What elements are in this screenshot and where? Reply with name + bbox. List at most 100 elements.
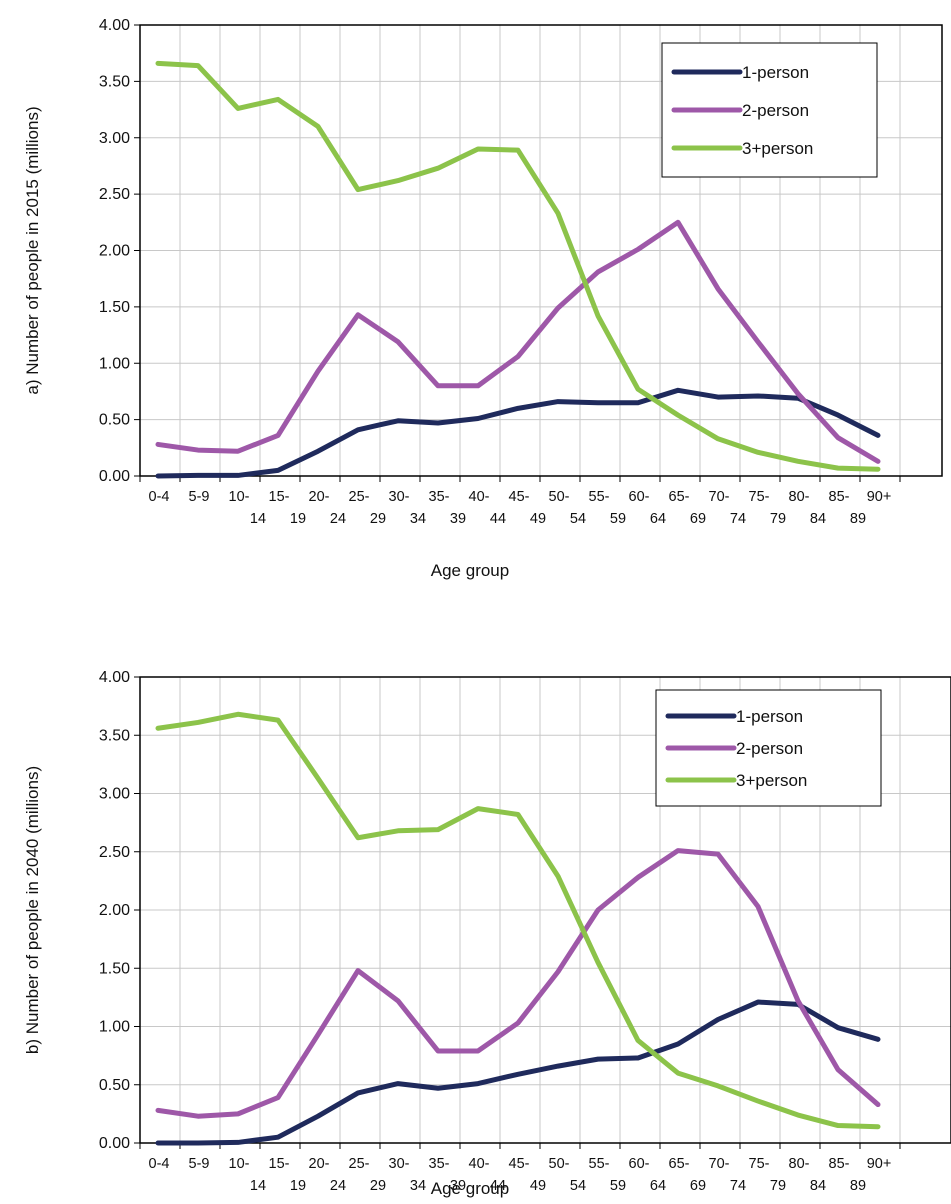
chart-b-x-tick-label-line2: 54: [570, 1178, 586, 1194]
chart-b-y-tick-label: 0.00: [99, 1135, 130, 1152]
chart-a-x-tick-label-line2: 59: [610, 511, 626, 527]
chart-a-x-axis-title: Age group: [431, 561, 509, 580]
chart-b-x-tick-label: 55-: [589, 1156, 610, 1172]
chart-a-series-line-3: [155, 60, 881, 472]
chart-a-x-tick-label: 70-: [709, 489, 730, 505]
chart-b-x-tick-label-line2: 24: [330, 1178, 346, 1194]
chart-a-y-tick-label: 2.50: [99, 186, 130, 203]
chart-b-y-tick-label: 2.50: [99, 844, 130, 861]
chart-a-x-tick-label: 25-: [349, 489, 370, 505]
chart-b-x-tick-label: 50-: [549, 1156, 570, 1172]
chart-a-y-tick-label: 1.00: [99, 355, 130, 372]
chart-a-x-tick-label: 55-: [589, 489, 610, 505]
chart-b-y-tick-label: 1.50: [99, 960, 130, 977]
chart-a-legend-label-3: 3+person: [742, 139, 813, 158]
chart-b-y-tick-label: 3.50: [99, 727, 130, 744]
chart-a-legend: 1-person 2-person 3+person: [661, 42, 878, 178]
chart-b-x-tick-label: 75-: [749, 1156, 770, 1172]
chart-a-x-tick-label: 35-: [429, 489, 450, 505]
chart-b-x-tick-label: 30-: [389, 1156, 410, 1172]
chart-a-x-tick-label-line2: 79: [770, 511, 786, 527]
chart-b-x-tick-label: 15-: [269, 1156, 290, 1172]
chart-a-x-tick-label-line2: 54: [570, 511, 586, 527]
chart-a-x-tick-label: 10-: [229, 489, 250, 505]
chart-a-x-tick-label-line2: 34: [410, 511, 426, 527]
chart-b-x-tick-label: 25-: [349, 1156, 370, 1172]
chart-a-x-tick-label-line2: 19: [290, 511, 306, 527]
chart-b-y-tick-label: 0.50: [99, 1077, 130, 1094]
chart-b-y-tick-label: 2.00: [99, 902, 130, 919]
chart-b-x-tick-label-line2: 74: [730, 1178, 746, 1194]
chart-a-x-tick-label-line2: 24: [330, 511, 346, 527]
chart-a-y-tick-label: 0.50: [99, 412, 130, 429]
chart-a-y-tick-labels: 0.00 0.50 1.00 1.50 2.00 2.50 3.00 3.50 4.00: [99, 17, 130, 485]
chart-a-x-tick-label-line2: 64: [650, 511, 666, 527]
chart-b-x-tick-label: 0-4: [149, 1156, 170, 1172]
chart-b-x-tick-label: 10-: [229, 1156, 250, 1172]
chart-a-x-tick-label-line2: 14: [250, 511, 266, 527]
chart-b-x-tick-label-line2: 49: [530, 1178, 546, 1194]
chart-a-y-axis-title: a) Number of people in 2015 (millions): [23, 106, 42, 394]
chart-b-x-tick-label-line2: 14: [250, 1178, 266, 1194]
chart-b-x-tick-label: 40-: [469, 1156, 490, 1172]
chart-b-x-tick-label-line2: 29: [370, 1178, 386, 1194]
chart-b-x-tick-label: 45-: [509, 1156, 530, 1172]
chart-a-x-tick-label: 50-: [549, 489, 570, 505]
chart-b-plot-area: [139, 676, 951, 1144]
chart-b-x-tick-label-line2: 89: [850, 1178, 866, 1194]
chart-b-legend-label-2: 2-person: [736, 739, 803, 758]
chart-a-y-tick-label: 1.50: [99, 299, 130, 316]
chart-a-y-tick-label: 0.00: [99, 468, 130, 485]
chart-b-legend-label-1: 1-person: [736, 707, 803, 726]
chart-a-x-tick-label: 60-: [629, 489, 650, 505]
chart-a-y-tick-label: 2.00: [99, 243, 130, 260]
chart-b-legend: 1-person 2-person 3+person: [655, 689, 882, 807]
chart-b-x-tick-label-line2: 64: [650, 1178, 666, 1194]
chart-b-x-tick-label: 60-: [629, 1156, 650, 1172]
chart-b-x-tick-label: 70-: [709, 1156, 730, 1172]
chart-b-x-tick-label: 90+: [867, 1156, 892, 1172]
chart-b-series-line-3: [155, 711, 881, 1130]
chart-b-x-tick-label-line2: 44: [490, 1178, 506, 1194]
chart-b-x-tick-labels: 0-4 5-9 10-1415-1920-2425-2930-3435-3940-4…: [149, 1156, 892, 1194]
chart-a-x-tick-label: 85-: [829, 489, 850, 505]
chart-a-series-lines: [155, 60, 881, 479]
chart-a-x-tick-label: 30-: [389, 489, 410, 505]
chart-a-x-tick-label: 40-: [469, 489, 490, 505]
chart-b: 0.00 0.50 1.00 1.50 2.00 2.50 3.00 3.50 4.00 0-4…: [23, 669, 951, 1198]
chart-b-x-axis-title: Age group: [431, 1179, 509, 1198]
chart-a-y-tick-label: 3.00: [99, 130, 130, 147]
chart-b-x-tick-label-line2: 34: [410, 1178, 426, 1194]
chart-a-x-tick-label: 20-: [309, 489, 330, 505]
chart-a-series-line-2: [155, 219, 881, 464]
chart-b-y-tick-label: 1.00: [99, 1019, 130, 1036]
chart-a-x-tick-label-line2: 84: [810, 511, 826, 527]
chart-b-x-tick-label-line2: 69: [690, 1178, 706, 1194]
chart-a-plot-area: [139, 24, 943, 477]
chart-a-gridlines: [134, 24, 942, 482]
chart-b-x-tick-label-line2: 39: [450, 1178, 466, 1194]
chart-a-x-tick-label: 5-9: [189, 489, 210, 505]
chart-b-x-tick-label-line2: 84: [810, 1178, 826, 1194]
chart-a-x-tick-label-line2: 49: [530, 511, 546, 527]
chart-b-y-axis-title: b) Number of people in 2040 (millions): [23, 766, 42, 1054]
chart-b-x-tick-label: 85-: [829, 1156, 850, 1172]
chart-b-x-tick-label-line2: 59: [610, 1178, 626, 1194]
chart-b-y-tick-labels: 0.00 0.50 1.00 1.50 2.00 2.50 3.00 3.50 4.00: [99, 669, 130, 1152]
chart-a-x-tick-label-line2: 39: [450, 511, 466, 527]
chart-a-series-line-1: [155, 387, 881, 479]
chart-a-x-tick-label: 45-: [509, 489, 530, 505]
chart-b-x-tick-label: 65-: [669, 1156, 690, 1172]
chart-a-x-tick-label-line2: 44: [490, 511, 506, 527]
chart-a-y-tick-label: 3.50: [99, 73, 130, 90]
chart-b-series-lines: [155, 711, 881, 1146]
chart-a-legend-label-1: 1-person: [742, 63, 809, 82]
chart-a-x-tick-label: 90+: [867, 489, 892, 505]
chart-b-x-tick-label: 35-: [429, 1156, 450, 1172]
chart-a-x-tick-label-line2: 29: [370, 511, 386, 527]
chart-a-y-tick-label: 4.00: [99, 17, 130, 34]
chart-a-x-tick-label: 65-: [669, 489, 690, 505]
chart-b-series-line-1: [155, 999, 881, 1146]
chart-b-x-tick-label-line2: 79: [770, 1178, 786, 1194]
